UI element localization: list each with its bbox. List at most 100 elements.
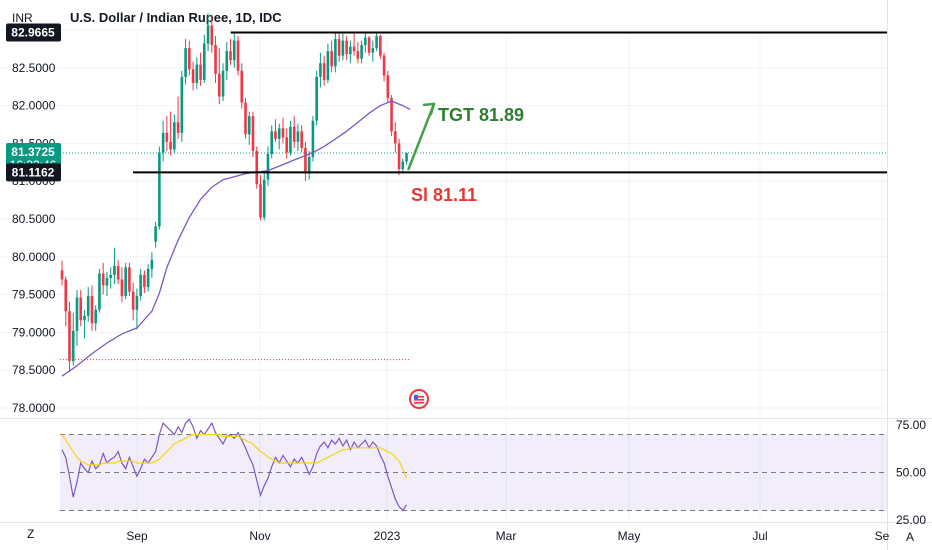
candle [277, 123, 281, 150]
price-tag-value: 81.3725 [11, 145, 55, 159]
time-tick-label: Mar [496, 529, 517, 543]
moving-average-series [61, 100, 411, 377]
target-arrow-shaft [407, 102, 436, 171]
candle [116, 259, 120, 285]
candle [367, 36, 371, 56]
candle [139, 268, 142, 301]
candle [158, 146, 161, 230]
candle [296, 123, 300, 151]
price-tag: 82.9665 [6, 23, 61, 42]
candle [232, 33, 236, 68]
candle [113, 247, 116, 285]
economic-event-flag-icon[interactable] [409, 389, 429, 409]
candle [251, 111, 255, 158]
time-tick-label: Jul [752, 529, 767, 543]
candle [281, 117, 285, 144]
candle [165, 116, 169, 151]
price-tick-label: 80.0000 [12, 250, 56, 264]
candle [397, 138, 401, 176]
candle [341, 33, 345, 61]
candle [217, 48, 221, 105]
candle [292, 116, 296, 148]
price-tick-label: 82.0000 [12, 99, 56, 113]
candle [98, 268, 101, 313]
candle [315, 70, 318, 126]
time-axis-labels: Sep Nov 2023 Mar May Jul Se [126, 529, 889, 543]
time-tick-label: May [618, 529, 641, 543]
auto-scale-icon[interactable]: A [906, 530, 914, 544]
candle [188, 40, 191, 76]
candle [270, 125, 274, 159]
candle [79, 290, 83, 327]
candle [128, 262, 131, 297]
price-tick-label: 82.5000 [12, 61, 56, 75]
candle [345, 36, 348, 61]
rsi-line [61, 433, 408, 479]
candle [131, 282, 135, 321]
time-tick-label: Se [875, 529, 890, 543]
candle [259, 175, 262, 221]
target-label: TGT 81.89 [438, 105, 524, 125]
candle [285, 128, 288, 159]
candle [94, 305, 98, 331]
candle [214, 36, 217, 83]
price-tag-value: 81.1162 [12, 165, 55, 179]
price-tick-label: 79.0000 [12, 325, 56, 339]
candle [311, 116, 315, 162]
candle [146, 264, 150, 292]
candle [319, 52, 322, 88]
candle [322, 55, 326, 86]
candle [150, 252, 154, 278]
rsi-tick-label: 50.00 [896, 466, 926, 480]
candle [379, 34, 382, 59]
candle [274, 119, 277, 142]
candle [300, 125, 303, 153]
candle [394, 122, 397, 153]
candle [352, 33, 356, 56]
rsi-tick-label: 25.00 [896, 513, 926, 527]
candle [334, 31, 337, 73]
candle [124, 262, 127, 300]
candle [229, 39, 232, 65]
horizontal-levels [60, 31, 887, 361]
candle [206, 13, 210, 52]
timezone-icon[interactable]: Z [27, 527, 34, 541]
chart-title[interactable]: U.S. Dollar / Indian Rupee, 1D, IDC [70, 10, 282, 25]
candle [203, 34, 206, 83]
candle [60, 260, 64, 286]
candle [364, 31, 367, 53]
candle [195, 57, 199, 89]
candle [225, 42, 229, 80]
candle [105, 271, 109, 297]
candle [90, 285, 94, 331]
rsi-pane: 75.00 50.00 25.00 [60, 418, 926, 527]
candle [109, 267, 112, 289]
stop-loss-label: Sl 81.11 [411, 185, 477, 205]
target-arrow-head-icon [422, 102, 436, 116]
candle [371, 40, 375, 62]
candle [199, 52, 202, 86]
rsi-tick-label: 75.00 [896, 418, 926, 432]
candle [86, 287, 90, 322]
candle [169, 111, 172, 156]
candle [307, 150, 311, 180]
trade-annotations: TGT 81.89 Sl 81.11 [407, 102, 524, 205]
candle [337, 31, 341, 62]
candle [382, 52, 386, 82]
price-tag: 81.1162 [6, 163, 61, 182]
time-tick-label: 2023 [374, 529, 401, 543]
candle [255, 146, 259, 189]
candle [240, 63, 244, 109]
time-tick-label: Nov [249, 529, 270, 543]
price-tick-label: 79.5000 [12, 288, 56, 302]
candle [221, 63, 225, 102]
candle [304, 141, 307, 182]
candle [64, 276, 68, 327]
candle [173, 114, 176, 153]
candle [356, 42, 360, 64]
candle [184, 39, 187, 85]
candle [75, 290, 79, 347]
candle [135, 288, 139, 330]
